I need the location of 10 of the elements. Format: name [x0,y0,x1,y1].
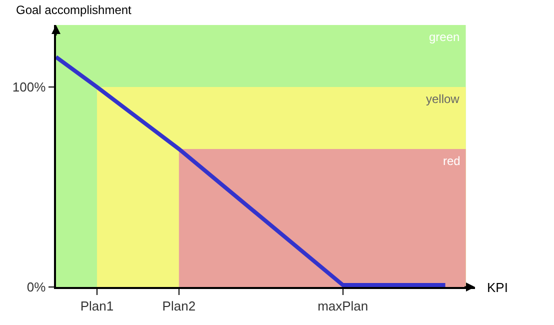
series-label: red [443,154,460,168]
series-label: yellow [426,92,460,106]
y-tick-label: 100% [12,80,46,95]
x-tick-label: maxPlan [318,298,368,314]
x-tick-label: Plan1 [80,298,114,314]
x-axis-title: KPI [487,280,508,295]
series-label: green [429,30,460,44]
y-tick-label: 0% [26,280,46,295]
y-axis-title: Goal accomplishment [16,3,132,17]
x-tick-label: Plan2 [162,298,196,314]
